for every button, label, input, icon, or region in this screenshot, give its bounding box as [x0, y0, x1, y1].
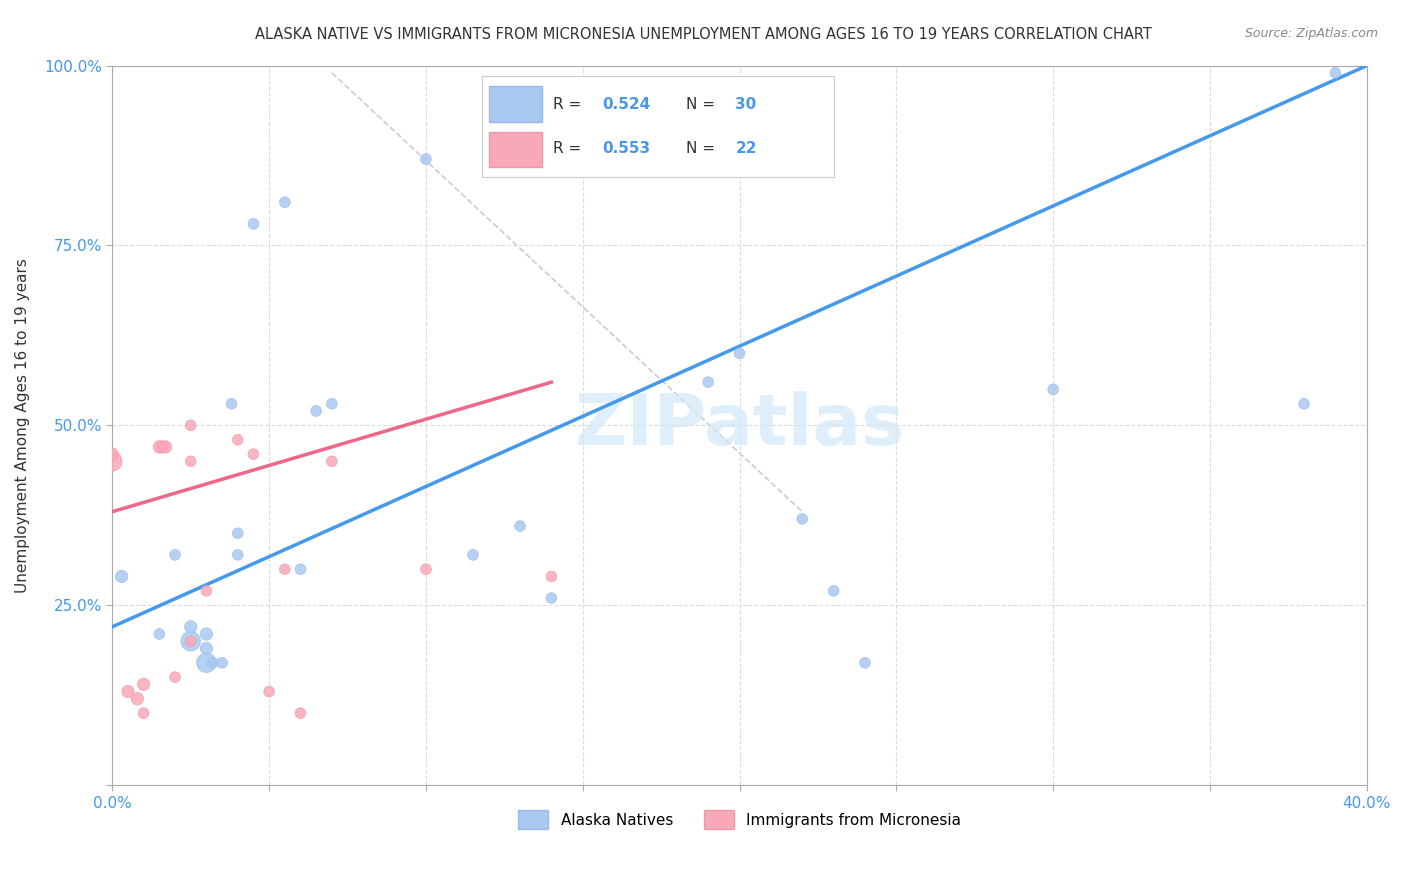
Point	[321, 454, 343, 468]
Point	[290, 562, 312, 576]
Point	[823, 583, 845, 598]
Point	[226, 548, 249, 562]
Point	[101, 447, 124, 461]
Point	[290, 706, 312, 720]
Point	[117, 684, 139, 698]
Point	[242, 447, 264, 461]
Point	[101, 454, 124, 468]
Point	[195, 656, 218, 670]
Point	[509, 519, 531, 533]
Point	[853, 656, 876, 670]
Point	[195, 627, 218, 641]
Point	[305, 404, 328, 418]
Point	[195, 641, 218, 656]
Point	[132, 706, 155, 720]
Point	[180, 634, 202, 648]
Point	[148, 440, 170, 454]
Point	[728, 346, 751, 360]
Point	[163, 670, 186, 684]
Point	[415, 152, 437, 166]
Point	[211, 656, 233, 670]
Point	[111, 569, 134, 583]
Point	[226, 433, 249, 447]
Point	[1294, 397, 1316, 411]
Y-axis label: Unemployment Among Ages 16 to 19 years: Unemployment Among Ages 16 to 19 years	[15, 258, 30, 593]
Text: ALASKA NATIVE VS IMMIGRANTS FROM MICRONESIA UNEMPLOYMENT AMONG AGES 16 TO 19 YEA: ALASKA NATIVE VS IMMIGRANTS FROM MICRONE…	[254, 27, 1152, 42]
Point	[148, 627, 170, 641]
Point	[226, 526, 249, 541]
Point	[274, 195, 297, 210]
Point	[540, 591, 562, 605]
Point	[257, 684, 280, 698]
Text: Source: ZipAtlas.com: Source: ZipAtlas.com	[1244, 27, 1378, 40]
Point	[180, 454, 202, 468]
Point	[180, 634, 202, 648]
Point	[274, 562, 297, 576]
Point	[163, 548, 186, 562]
Point	[155, 440, 177, 454]
Point	[321, 397, 343, 411]
Point	[697, 375, 720, 389]
Point	[461, 548, 484, 562]
Point	[1324, 66, 1347, 80]
Point	[242, 217, 264, 231]
Point	[415, 562, 437, 576]
Legend: Alaska Natives, Immigrants from Micronesia: Alaska Natives, Immigrants from Micrones…	[512, 805, 967, 835]
Point	[792, 512, 814, 526]
Point	[1042, 383, 1064, 397]
Text: ZIPatlas: ZIPatlas	[575, 391, 904, 460]
Point	[201, 656, 224, 670]
Point	[132, 677, 155, 691]
Point	[221, 397, 243, 411]
Point	[195, 583, 218, 598]
Point	[152, 440, 174, 454]
Point	[540, 569, 562, 583]
Point	[127, 691, 149, 706]
Point	[180, 620, 202, 634]
Point	[180, 418, 202, 433]
